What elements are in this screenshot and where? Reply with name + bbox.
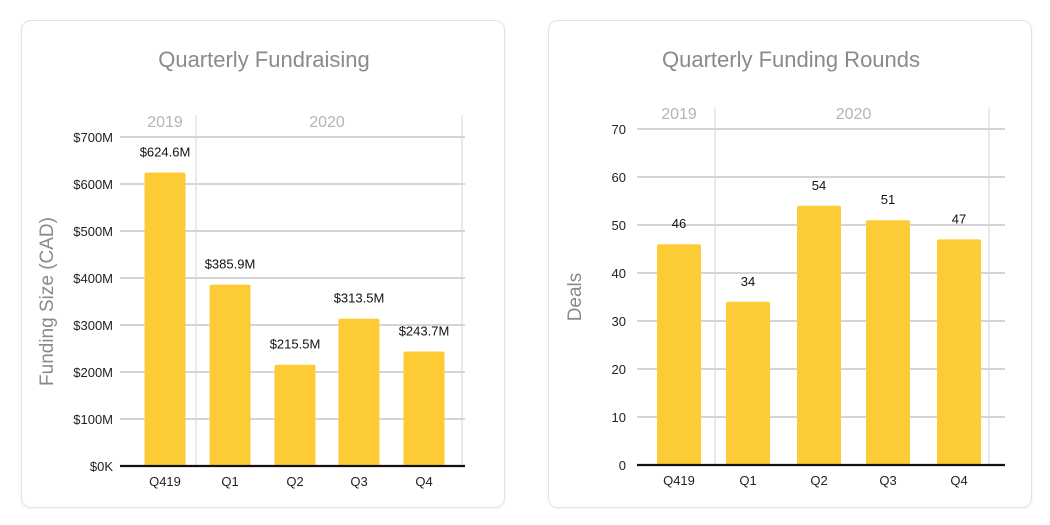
bar <box>726 301 770 465</box>
funding-rounds-chart: Quarterly Funding Rounds 0 10 20 30 40 50 60 70 2… <box>565 47 1005 488</box>
y-tick-label: 50 <box>612 218 626 233</box>
x-tick-label: Q3 <box>879 473 896 488</box>
y-axis-title: Deals <box>565 273 586 322</box>
bar-value-label: $215.5M <box>270 337 321 352</box>
x-tick-label: Q4 <box>415 474 432 489</box>
y-tick-label: $0K <box>90 459 113 474</box>
bar-value-label: 54 <box>812 178 826 193</box>
y-axis-title: Funding Size (CAD) <box>37 217 58 386</box>
x-tick-label: Q2 <box>810 473 827 488</box>
y-tick-label: 20 <box>612 362 626 377</box>
y-tick-label: $400M <box>73 271 113 286</box>
year-group-label: 2019 <box>147 114 183 131</box>
bar-value-label: 34 <box>741 274 755 289</box>
y-tick-label: $700M <box>73 130 113 145</box>
chart-title: Quarterly Fundraising <box>158 47 370 72</box>
bar <box>144 172 186 467</box>
bar-value-label: $243.7M <box>399 323 450 338</box>
y-tick-label: 40 <box>612 266 626 281</box>
bar <box>866 220 910 465</box>
year-group-label: 2020 <box>836 106 872 123</box>
y-tick-label: 30 <box>612 314 626 329</box>
x-tick-label: Q1 <box>221 474 238 489</box>
x-tick-label: Q1 <box>739 473 756 488</box>
bar <box>209 284 251 466</box>
y-tick-label: $300M <box>73 318 113 333</box>
x-tick-label: Q419 <box>663 473 695 488</box>
chart-card-funding-rounds: Quarterly Funding Rounds 0 10 20 30 40 50 60 70 2… <box>548 20 1032 508</box>
y-tick-label: 60 <box>612 170 626 185</box>
y-tick-label: $200M <box>73 365 113 380</box>
x-tick-label: Q3 <box>350 474 367 489</box>
y-tick-label: $100M <box>73 412 113 427</box>
bar-value-label: $385.9M <box>205 257 256 272</box>
chart-card-fundraising: Quarterly Fundraising $0K $100M $200M $300M $… <box>21 20 505 508</box>
x-tick-label: Q419 <box>149 474 181 489</box>
y-tick-label: 70 <box>612 122 626 137</box>
bar <box>274 364 316 466</box>
year-group-label: 2020 <box>309 114 345 131</box>
y-tick-label: 10 <box>612 410 626 425</box>
x-tick-label: Q4 <box>950 473 967 488</box>
year-group-label: 2019 <box>661 106 697 123</box>
chart-title: Quarterly Funding Rounds <box>662 47 920 72</box>
bar-value-label: 51 <box>881 192 895 207</box>
bar-value-label: 47 <box>952 211 966 226</box>
x-tick-label: Q2 <box>286 474 303 489</box>
y-tick-label: $600M <box>73 177 113 192</box>
y-tick-label: $500M <box>73 224 113 239</box>
y-tick-label: 0 <box>619 458 626 473</box>
bar <box>403 351 445 466</box>
bar <box>797 205 841 466</box>
bar <box>338 318 380 466</box>
bar-value-label: $624.6M <box>140 144 191 159</box>
fundraising-chart: Quarterly Fundraising $0K $100M $200M $300M $… <box>37 47 465 489</box>
bar-value-label: $313.5M <box>334 291 385 306</box>
bar <box>937 239 981 465</box>
bar <box>657 244 701 465</box>
bar-value-label: 46 <box>672 216 686 231</box>
